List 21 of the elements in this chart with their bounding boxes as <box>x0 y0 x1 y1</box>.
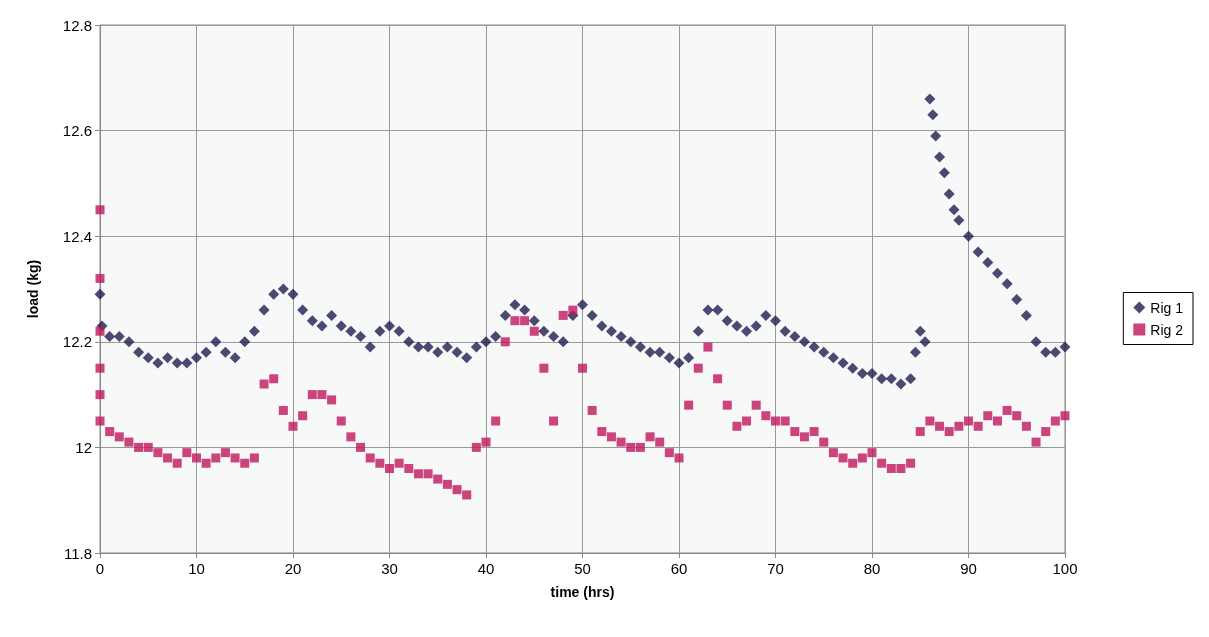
x-tick-label: 60 <box>670 560 688 577</box>
legend-label: Rig 2 <box>1150 321 1184 338</box>
y-tick-label: 12.2 <box>62 333 92 351</box>
legend-label: Rig 1 <box>1150 299 1184 316</box>
x-axis-title: time (hrs) <box>550 584 615 600</box>
y-tick-label: 12.6 <box>62 122 92 140</box>
y-axis-title: load (kg) <box>25 259 41 319</box>
x-tick-label: 100 <box>1052 560 1078 577</box>
y-tick-label: 12.4 <box>62 227 92 245</box>
x-tick-label: 20 <box>284 560 302 577</box>
x-tick-label: 40 <box>477 560 495 577</box>
y-tick-label: 12.8 <box>62 16 92 34</box>
x-tick-label: 80 <box>863 560 881 577</box>
x-tick-label: 90 <box>960 560 977 577</box>
x-tick-label: 0 <box>95 560 105 577</box>
x-tick-label: 70 <box>767 560 784 577</box>
x-tick-label: 50 <box>574 560 591 577</box>
x-tick-label: 10 <box>188 560 205 577</box>
x-tick-label: 30 <box>381 560 398 577</box>
y-tick-label: 11.8 <box>63 544 92 562</box>
y-tick-label: 12 <box>75 438 92 456</box>
